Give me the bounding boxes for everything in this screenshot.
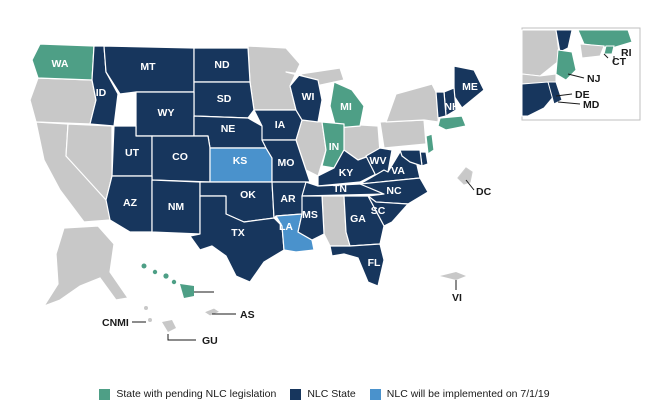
legend-label-implemented: NLC will be implemented on 7/1/19	[386, 388, 550, 400]
state-label-ne: NE	[221, 123, 236, 135]
state-label-sc: SC	[371, 205, 386, 217]
legend-item-nlc: NLC State	[290, 388, 356, 400]
state-label-wy: WY	[158, 107, 175, 119]
state-NY	[385, 83, 441, 123]
callout-label-gu: GU	[202, 335, 218, 347]
legend-swatch-nlc	[290, 388, 302, 400]
state-label-wa: WA	[52, 58, 69, 70]
inset-state-CT	[579, 43, 605, 59]
state-FL	[329, 243, 385, 287]
state-label-id: ID	[96, 87, 107, 99]
state-MI	[329, 81, 365, 129]
state-MA	[437, 115, 467, 131]
legend-label-nlc: NLC State	[307, 388, 356, 400]
legend-label-pending: State with pending NLC legislation	[116, 388, 277, 400]
state-label-nh: NH	[444, 101, 459, 113]
legend-item-pending: State with pending NLC legislation	[99, 388, 276, 400]
state-label-mt: MT	[140, 61, 156, 73]
state-label-ga: GA	[350, 213, 366, 225]
dc-shape	[457, 167, 473, 185]
state-label-ks: KS	[233, 155, 248, 167]
state-AK	[42, 225, 130, 308]
state-labels: WA MT ND ID SD WY NE UT CO KS AZ NM OK TX IA MO AR LA WI MI…	[52, 58, 478, 269]
state-label-ok: OK	[240, 189, 256, 201]
state-label-va: VA	[391, 165, 405, 177]
inset-state-DE	[547, 81, 563, 105]
callout-label-vi: VI	[452, 292, 462, 304]
state-WA	[31, 43, 95, 81]
state-label-ms: MS	[302, 209, 318, 221]
callout-label-dc: DC	[476, 186, 492, 198]
legend-item-implemented: NLC will be implemented on 7/1/19	[369, 388, 550, 400]
state-label-ar: AR	[280, 193, 296, 205]
state-NJ-main	[425, 133, 435, 155]
legend: State with pending NLC legislation NLC St…	[0, 388, 649, 400]
state-TX	[189, 195, 285, 283]
state-VT	[435, 91, 447, 119]
state-label-sd: SD	[217, 93, 232, 105]
state-label-fl: FL	[368, 257, 381, 269]
legend-swatch-pending	[99, 388, 111, 400]
state-WI	[285, 71, 323, 123]
territory-vi-shape	[440, 272, 466, 290]
state-label-me: ME	[462, 81, 478, 93]
state-label-ut: UT	[125, 147, 140, 159]
territory-as-shape	[202, 307, 236, 317]
state-label-in: IN	[329, 141, 340, 153]
northeast-inset	[521, 27, 641, 121]
state-label-mi: MI	[340, 101, 352, 113]
callout-label-de: DE	[575, 89, 590, 101]
state-label-nm: NM	[168, 201, 185, 213]
state-WV	[365, 147, 393, 177]
state-label-ia: IA	[275, 119, 286, 131]
state-MN	[247, 45, 301, 111]
state-OR	[29, 77, 97, 125]
state-label-co: CO	[172, 151, 188, 163]
inset-state-RI	[603, 45, 615, 55]
inset-state-NY	[521, 29, 561, 77]
callout-label-ri: RI	[621, 47, 632, 59]
legend-swatch-implemented	[369, 388, 381, 400]
inset-state-VT	[555, 29, 573, 53]
nlc-states-map: WA MT ND ID SD WY NE UT CO KS AZ NM OK TX IA MO AR LA WI MI…	[29, 27, 641, 347]
state-label-nd: ND	[214, 59, 230, 71]
state-label-az: AZ	[123, 197, 138, 209]
state-label-tn: TN	[333, 183, 347, 195]
dc-marker	[457, 167, 475, 191]
state-label-wi: WI	[302, 91, 315, 103]
callout-label-ct: CT	[612, 56, 627, 68]
territory-cnmi-gu-shapes	[132, 306, 196, 341]
callout-label-md: MD	[583, 99, 600, 111]
state-label-wv: WV	[370, 155, 387, 167]
inset-state-MA	[577, 29, 633, 49]
state-label-tx: TX	[231, 227, 244, 239]
state-HI	[141, 263, 214, 298]
state-AZ	[105, 175, 153, 233]
callout-label-cnmi: CNMI	[102, 317, 129, 329]
state-MD-main	[399, 149, 423, 167]
callout-label-nj: NJ	[587, 73, 601, 85]
nlc-states	[31, 43, 485, 287]
state-label-la: LA	[279, 221, 293, 233]
state-label-ky: KY	[339, 167, 354, 179]
state-MS	[297, 195, 325, 241]
state-label-mo: MO	[278, 157, 295, 169]
state-PA	[379, 119, 427, 149]
state-label-nc: NC	[386, 185, 402, 197]
callout-label-as: AS	[240, 309, 255, 321]
